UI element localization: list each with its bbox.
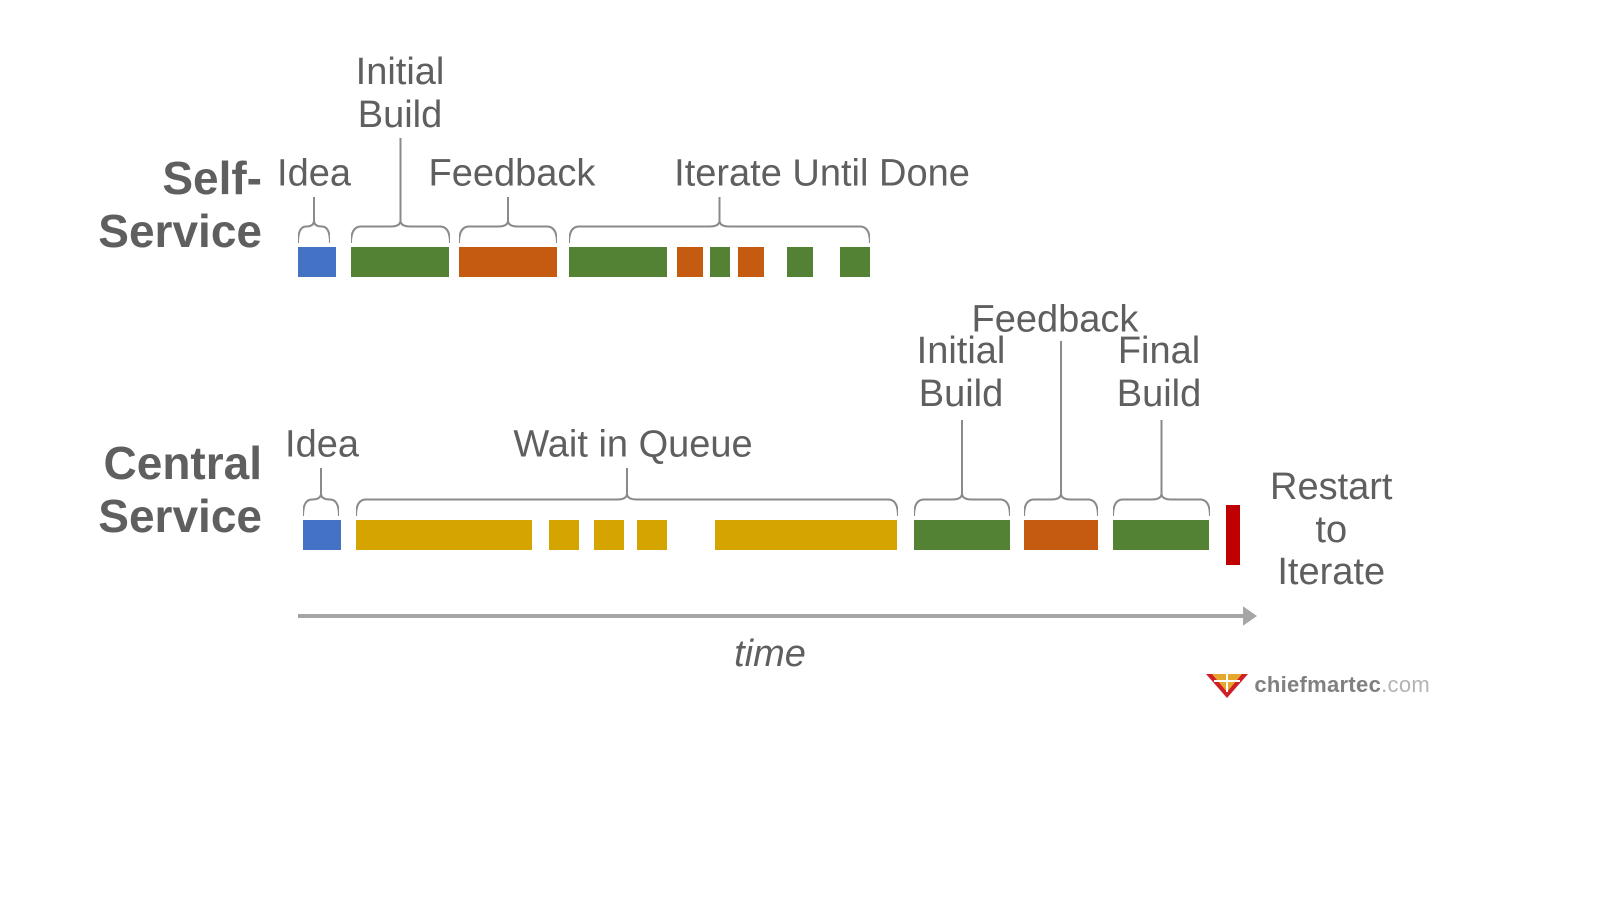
brace [914,420,1010,518]
phase-label-central-service-build: InitialBuild [917,330,1006,415]
brace [1024,341,1098,518]
phase-label-central-service-finalbuild: FinalBuild [1117,330,1202,415]
time-axis [298,602,1257,630]
phase-label-central-service-feedback: Feedback [972,298,1139,341]
brace [459,197,557,245]
time-axis-label: time [734,633,806,676]
segment-self-service-8 [840,247,870,277]
segment-central-service-1 [356,520,532,550]
brace [1113,420,1210,518]
row-label-central-service: CentralService [98,437,262,543]
segment-self-service-6 [738,247,764,277]
segment-self-service-7 [787,247,813,277]
attribution-logo [1206,670,1248,700]
segment-self-service-0 [298,247,336,277]
phase-label-self-service-iterate: Iterate Until Done [674,152,970,195]
attribution: chiefmartec.com [1206,670,1430,700]
row-label-self-service: Self-Service [98,152,262,258]
brace [303,468,339,518]
phase-label-central-service-wait: Wait in Queue [513,423,752,466]
side-label-central-service: RestarttoIterate [1270,466,1392,594]
segment-self-service-5 [710,247,730,277]
segment-self-service-3 [569,247,667,277]
segment-self-service-4 [677,247,703,277]
segment-central-service-9 [1226,505,1240,565]
segment-central-service-4 [637,520,667,550]
segment-central-service-8 [1113,520,1209,550]
brace [298,197,330,245]
diagram-canvas: Self-ServiceIdeaInitialBuildFeedbackIter… [0,0,1600,900]
brace [356,468,898,518]
segment-self-service-2 [459,247,557,277]
segment-central-service-5 [715,520,897,550]
phase-label-self-service-feedback: Feedback [429,152,596,195]
phase-label-self-service-idea: Idea [277,152,351,195]
segment-central-service-7 [1024,520,1098,550]
attribution-text: chiefmartec.com [1254,672,1430,698]
segment-central-service-3 [594,520,624,550]
brace [569,197,870,245]
segment-central-service-6 [914,520,1010,550]
phase-label-central-service-idea: Idea [285,423,359,466]
segment-central-service-2 [549,520,579,550]
segment-self-service-1 [351,247,449,277]
segment-central-service-0 [303,520,341,550]
phase-label-self-service-build: InitialBuild [356,51,445,136]
